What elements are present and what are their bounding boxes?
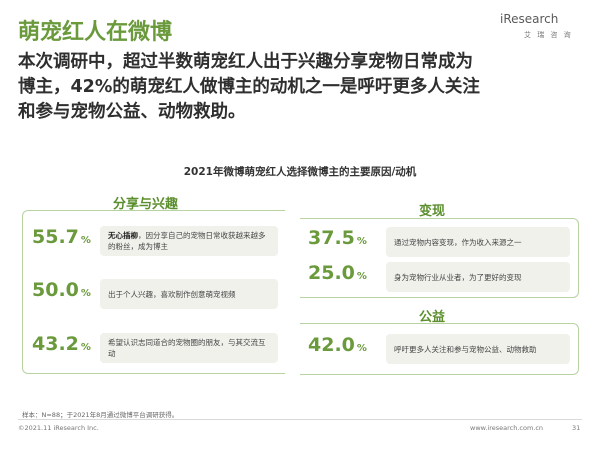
data-value: 25.0% [308, 262, 367, 284]
data-value: 55.7% [32, 226, 91, 248]
iresearch-logo: iResearch 艾 瑞 咨 询 [500, 8, 573, 44]
data-value: 43.2% [32, 333, 91, 355]
item-desc-text: ，因分享自己的宠物日常收获越来越多的粉丝，成为博主 [108, 231, 266, 251]
page-title: 萌宠红人在微博 [18, 20, 173, 45]
item-desc-text: 通过宠物内容变现，作为收入来源之一 [394, 237, 522, 247]
lead-line: 博主，42%的萌宠红人做博主的动机之一是呼吁更多人关注 [18, 77, 480, 97]
chart-item: 43.2% 希望认识志同道合的宠物圈的朋友，与其交流互动 [32, 333, 278, 363]
item-desc-bold: 无心插柳 [108, 231, 138, 240]
group-title-charity: 公益 [419, 310, 446, 325]
chart-item: 37.5% 通过宠物内容变现，作为收入来源之一 [308, 227, 570, 257]
data-value: 42.0% [308, 334, 367, 356]
group-title-sharing: 分享与兴趣 [113, 197, 179, 212]
lead-line: 和参与宠物公益、动物救助。 [18, 102, 246, 122]
logo-text: iResearch [500, 12, 559, 26]
group-bracket-sharing [22, 210, 285, 374]
item-desc-text: 身为宠物行业从业者，为了更好的变现 [394, 272, 522, 282]
page-number: 31 [572, 424, 581, 432]
item-description: 无心插柳，因分享自己的宠物日常收获越来越多的粉丝，成为博主 [100, 226, 278, 256]
chart-item: 25.0% 身为宠物行业从业者，为了更好的变现 [308, 262, 570, 292]
group-title-monetization: 变现 [419, 204, 446, 219]
data-value: 50.0% [32, 279, 91, 301]
item-description: 出于个人兴趣，喜欢制作创意萌宠视频 [100, 279, 278, 309]
item-desc-text: 希望认识志同道合的宠物圈的朋友，与其交流互动 [108, 338, 266, 358]
chart-item: 55.7% 无心插柳，因分享自己的宠物日常收获越来越多的粉丝，成为博主 [32, 226, 278, 256]
group-bracket-monetization [300, 218, 579, 298]
data-value: 37.5% [308, 227, 367, 249]
footer-url: www.iresearch.com.cn [470, 424, 544, 432]
logo-subtext: 艾 瑞 咨 询 [524, 31, 573, 39]
item-description: 通过宠物内容变现，作为收入来源之一 [386, 227, 570, 257]
sample-note: 样本：N=88；于2021年8月通过微博平台调研获得。 [22, 411, 179, 419]
item-desc-text: 呼吁更多人关注和参与宠物公益、动物救助 [394, 344, 537, 354]
footer-copyright: ©2021.11 iResearch Inc. [18, 424, 99, 432]
item-description: 身为宠物行业从业者，为了更好的变现 [386, 262, 570, 292]
chart-item: 50.0% 出于个人兴趣，喜欢制作创意萌宠视频 [32, 279, 278, 309]
item-description: 希望认识志同道合的宠物圈的朋友，与其交流互动 [100, 333, 278, 363]
chart-title: 2021年微博萌宠红人选择微博主的主要原因/动机 [183, 166, 417, 178]
item-description: 呼吁更多人关注和参与宠物公益、动物救助 [386, 334, 570, 364]
footer-divider [18, 419, 582, 420]
group-bracket-charity [300, 323, 579, 375]
item-desc-text: 出于个人兴趣，喜欢制作创意萌宠视频 [108, 289, 236, 299]
chart-item: 42.0% 呼吁更多人关注和参与宠物公益、动物救助 [308, 334, 570, 364]
lead-line: 本次调研中，超过半数萌宠红人出于兴趣分享宠物日常成为 [18, 52, 473, 72]
lead-paragraph: 本次调研中，超过半数萌宠红人出于兴趣分享宠物日常成为 博主，42%的萌宠红人做博… [18, 50, 578, 125]
